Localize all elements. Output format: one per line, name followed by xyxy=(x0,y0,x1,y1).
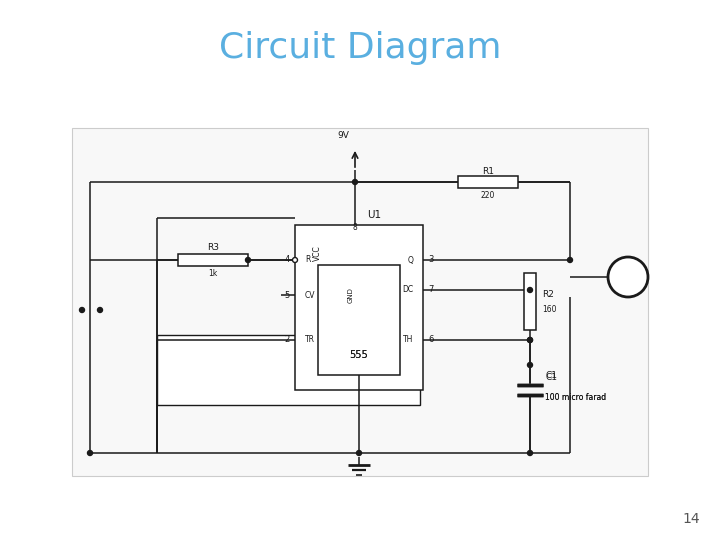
Text: R: R xyxy=(305,255,310,265)
Circle shape xyxy=(528,338,533,342)
Text: R3: R3 xyxy=(207,242,219,252)
Text: GND: GND xyxy=(348,287,354,303)
Circle shape xyxy=(79,307,84,313)
Circle shape xyxy=(97,307,102,313)
Text: 2: 2 xyxy=(284,335,289,345)
Circle shape xyxy=(528,450,533,456)
Text: 7: 7 xyxy=(428,286,433,294)
Bar xyxy=(318,265,400,375)
Bar xyxy=(524,273,536,330)
Bar xyxy=(72,128,648,476)
Text: VCC: VCC xyxy=(312,245,322,261)
Text: DC: DC xyxy=(402,286,413,294)
Circle shape xyxy=(567,258,572,262)
Circle shape xyxy=(528,338,533,342)
Text: 5: 5 xyxy=(284,291,289,300)
Text: 14: 14 xyxy=(683,512,700,526)
Text: Q: Q xyxy=(407,255,413,265)
Text: 555: 555 xyxy=(350,350,369,360)
Text: CV: CV xyxy=(305,291,315,300)
Text: 4: 4 xyxy=(284,255,289,265)
Text: R2: R2 xyxy=(542,290,554,299)
Text: Circuit Diagram: Circuit Diagram xyxy=(219,31,501,65)
Text: 3: 3 xyxy=(428,255,433,265)
Circle shape xyxy=(246,258,251,262)
Text: C1: C1 xyxy=(545,374,557,382)
Text: 8: 8 xyxy=(353,224,357,233)
Text: 100 micro farad: 100 micro farad xyxy=(545,394,606,402)
Circle shape xyxy=(608,257,648,297)
Circle shape xyxy=(528,362,533,368)
Text: 555: 555 xyxy=(350,350,369,360)
Text: TR: TR xyxy=(305,335,315,345)
Text: TH: TH xyxy=(402,335,413,345)
Circle shape xyxy=(356,450,361,456)
Text: 160: 160 xyxy=(542,305,557,314)
Text: U1: U1 xyxy=(367,210,382,220)
Circle shape xyxy=(353,179,358,185)
Text: 1k: 1k xyxy=(208,269,217,279)
Bar xyxy=(295,225,423,390)
Text: R1: R1 xyxy=(482,166,494,176)
Bar xyxy=(178,254,248,266)
Text: 220: 220 xyxy=(481,192,495,200)
Circle shape xyxy=(292,258,297,262)
Bar xyxy=(157,335,420,405)
Text: 6: 6 xyxy=(428,335,433,345)
Bar xyxy=(458,176,518,188)
Text: 9V: 9V xyxy=(337,131,349,140)
Text: 100 micro farad: 100 micro farad xyxy=(545,394,606,402)
Circle shape xyxy=(88,450,92,456)
Text: C1: C1 xyxy=(545,372,557,381)
Circle shape xyxy=(528,287,533,293)
